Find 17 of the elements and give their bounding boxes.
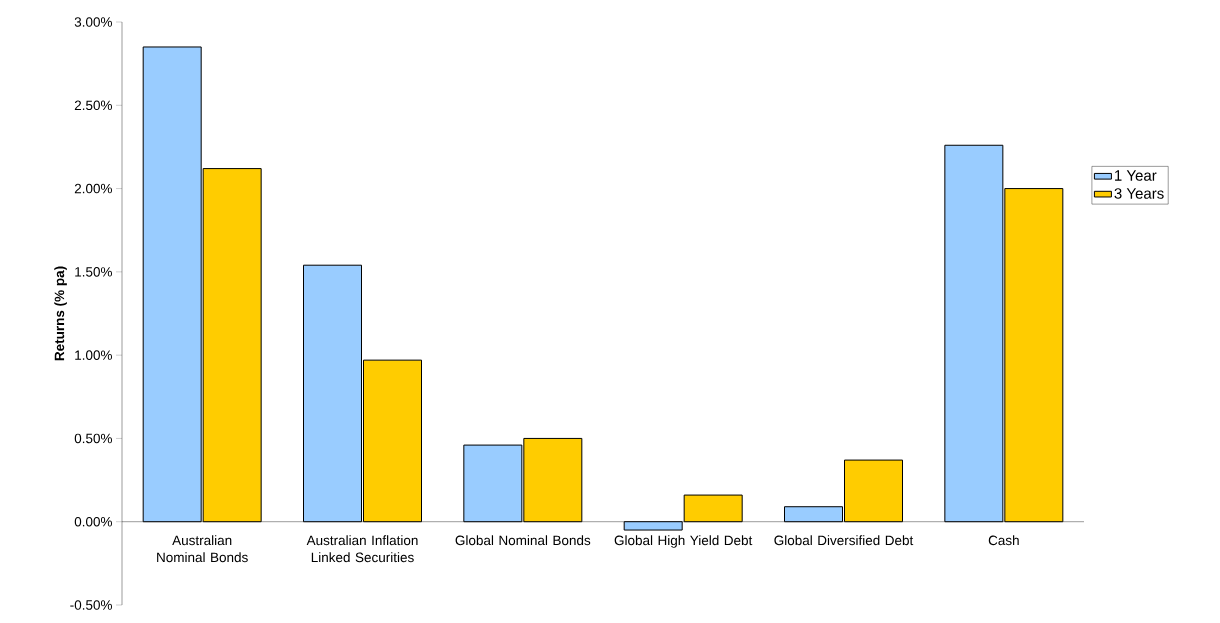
legend-label: 1 Year [1115,170,1157,181]
x-tick-label: Global High Yield Debt [614,535,753,548]
x-tick-label: Global Nominal Bonds [455,535,591,546]
y-tick-label: -0.50% [70,600,112,610]
y-tick-label: 1.50% [75,267,112,277]
x-tick-label: Global Diversified Debt [774,535,914,546]
y-tick-label: 1.00% [75,350,112,360]
x-tick-label: Australian Nominal Bonds [157,535,248,563]
y-tick-label: 2.00% [74,183,112,194]
y-tick-label: 3.00% [74,17,112,27]
legend-label: 3 Years [1114,188,1164,199]
x-tick-label: Cash [988,535,1019,546]
x-tick-label: Australian Inflation Linked Securities [306,535,418,563]
y-tick-label: 0.00% [74,516,112,527]
y-tick-label: 2.50% [74,100,112,111]
y-axis-title: Returns (% pa) [54,266,67,361]
y-tick-label: 0.50% [74,433,112,444]
